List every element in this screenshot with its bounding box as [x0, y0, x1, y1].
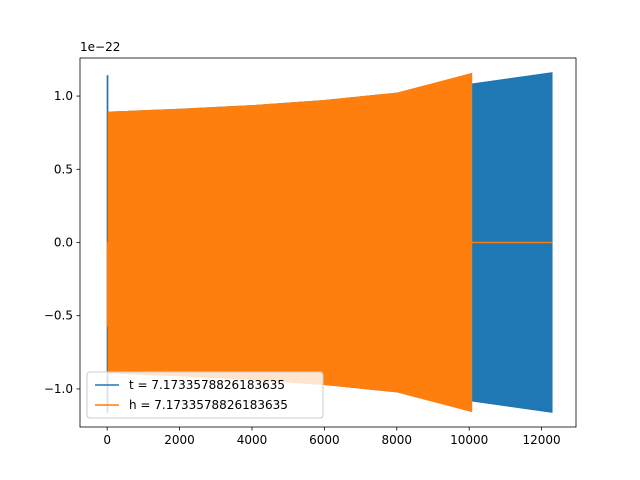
series-h-envelope: [107, 72, 473, 413]
x-tick-label: 12000: [523, 433, 561, 447]
x-tick-label: 2000: [164, 433, 195, 447]
y-tick-label: −1.0: [44, 382, 73, 396]
y-tick-label: −0.5: [44, 309, 73, 323]
legend-entry: t = 7.1733578826183635: [129, 378, 285, 392]
axis-ticks: 0 2000 4000 6000 8000 10000 12000 −1.0 −0.5 0.0 0.…: [44, 89, 561, 447]
x-tick-label: 6000: [309, 433, 340, 447]
y-tick-label: 1.0: [54, 89, 73, 103]
x-tick-label: 10000: [450, 433, 488, 447]
y-offset-label: 1e−22: [80, 40, 120, 54]
x-tick-label: 0: [103, 433, 111, 447]
plot-area: [106, 72, 553, 413]
y-tick-label: 0.5: [54, 162, 73, 176]
legend-entry: h = 7.1733578826183635: [129, 398, 288, 412]
x-tick-label: 4000: [237, 433, 268, 447]
legend: t = 7.1733578826183635 h = 7.173357882618…: [86, 371, 324, 419]
legend-box: [86, 371, 324, 419]
y-tick-label: 0.0: [54, 236, 73, 250]
x-tick-label: 8000: [382, 433, 413, 447]
